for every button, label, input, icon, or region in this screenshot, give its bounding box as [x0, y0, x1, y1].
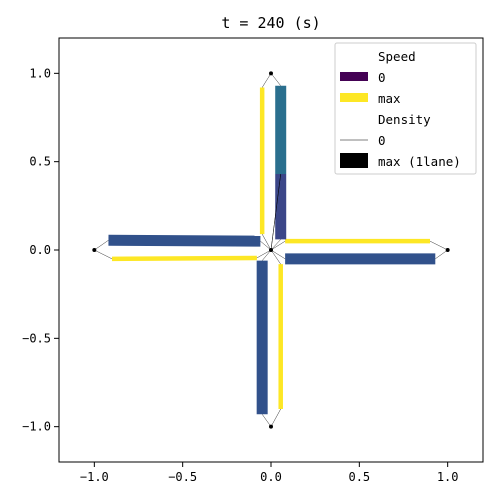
chart-title: t = 240 (s)	[221, 14, 320, 32]
x-tick-label: 1.0	[437, 470, 459, 484]
connector-8-0	[270, 408, 281, 427]
connector-6-1	[270, 174, 281, 251]
legend-speed-zero-label: 0	[378, 70, 386, 85]
y-tick-label: −0.5	[22, 331, 51, 345]
legend-speed-max-label: max	[378, 91, 401, 106]
legend-density-max-swatch	[340, 153, 368, 168]
y-tick-label: −1.0	[22, 420, 51, 434]
x-axis-ticks: −1.0 −0.5 0.0 0.5 1.0	[80, 462, 459, 484]
connector-1-1	[256, 249, 272, 259]
road-link-0	[108, 234, 261, 247]
connector-4-1	[261, 73, 272, 88]
y-tick-label: 0.5	[29, 155, 51, 169]
y-axis-ticks: −1.0 −0.5 0.0 0.5 1.0	[22, 66, 59, 434]
road-links	[108, 85, 436, 415]
connector-1-0	[94, 249, 113, 260]
network-node-1	[269, 71, 273, 76]
x-tick-label: −0.5	[168, 470, 197, 484]
network-node-2	[269, 424, 273, 429]
connector-7-1	[262, 249, 272, 261]
connector-8-1	[270, 249, 281, 265]
network-node-0	[269, 248, 273, 252]
x-tick-label: 0.0	[260, 470, 282, 484]
connector-3-1	[435, 249, 448, 259]
network-node-4	[445, 248, 450, 252]
road-link-1	[111, 255, 257, 262]
connector-2-0	[270, 240, 286, 251]
y-tick-label: 1.0	[29, 66, 51, 80]
legend: Speed 0 max Density 0 max (1lane)	[334, 42, 477, 175]
legend-density-title: Density	[378, 112, 431, 127]
connector-5-1	[270, 73, 281, 86]
legend-density-zero-label: 0	[378, 133, 386, 148]
legend-speed-zero-swatch	[340, 72, 368, 81]
legend-speed-max-swatch	[340, 93, 368, 102]
legend-speed-title: Speed	[378, 49, 416, 64]
connector-6-0	[270, 239, 281, 251]
y-tick-label: 0.0	[29, 243, 51, 257]
connector-lines	[94, 73, 448, 427]
network-node-3	[92, 248, 97, 252]
connector-0-1	[260, 241, 272, 251]
connector-0-0	[94, 240, 109, 251]
connector-2-1	[429, 240, 448, 251]
connector-3-0	[270, 249, 286, 260]
x-tick-label: 0.5	[348, 470, 370, 484]
legend-density-max-label: max (1lane)	[378, 154, 461, 169]
connector-4-0	[261, 234, 272, 251]
legend-box	[334, 42, 477, 175]
connector-7-0	[262, 414, 272, 427]
network-nodes	[92, 71, 450, 429]
x-tick-label: −1.0	[80, 470, 109, 484]
